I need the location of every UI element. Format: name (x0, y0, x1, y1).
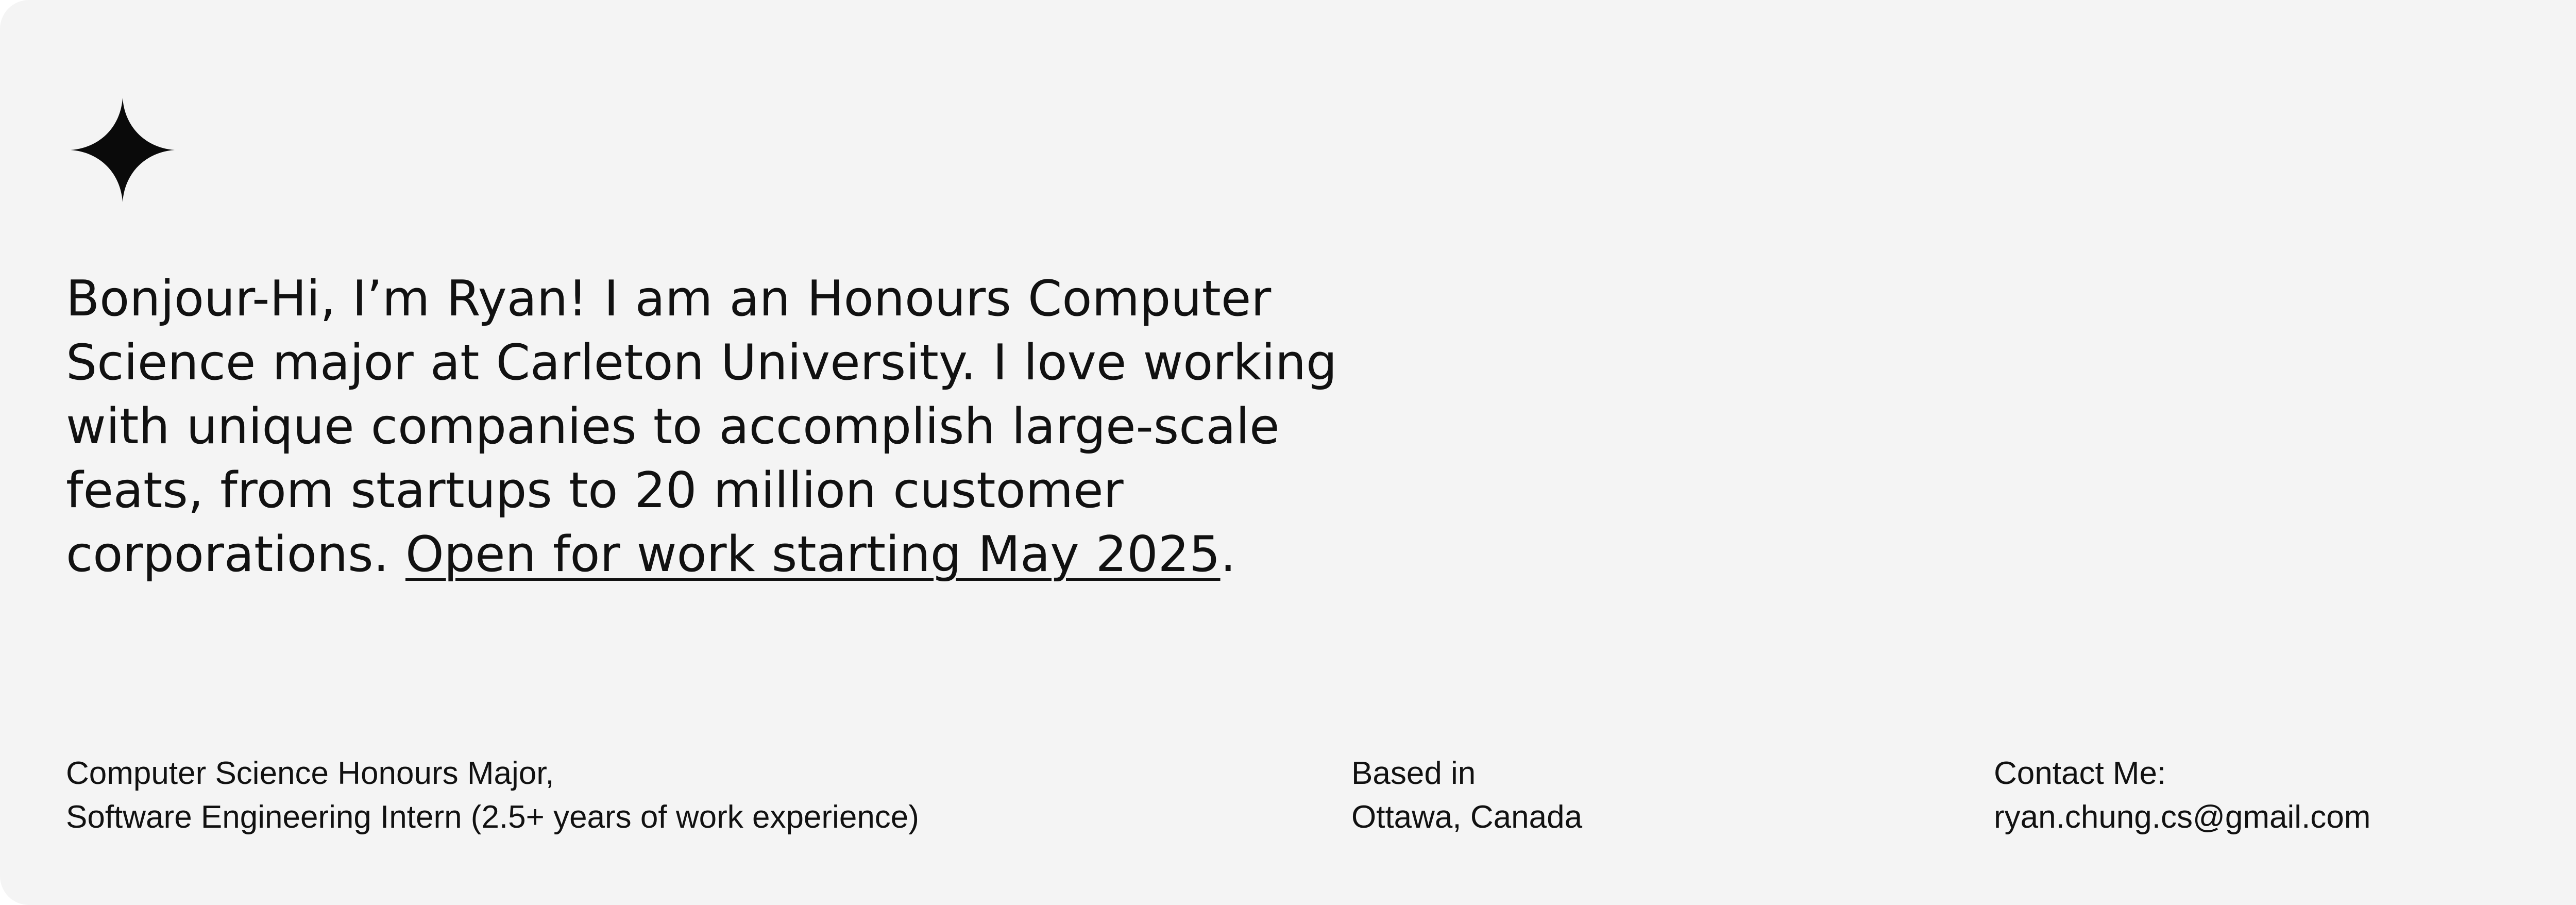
role-line-major: Computer Science Honours Major, (66, 756, 554, 791)
location-info: Based in Ottawa, Canada (1351, 751, 1582, 839)
location-value: Ottawa, Canada (1351, 799, 1583, 835)
role-line-intern: Software Engineering Intern (2.5+ years … (66, 799, 919, 835)
intro-paragraph: Bonjour-Hi, I’m Ryan! I am an Honours Co… (66, 267, 1354, 586)
location-label: Based in (1351, 756, 1476, 791)
availability-link[interactable]: Open for work starting May 2025 (405, 526, 1221, 583)
contact-email[interactable]: ryan.chung.cs@gmail.com (1994, 799, 2371, 835)
contact-label: Contact Me: (1994, 756, 2166, 791)
intro-text: Bonjour-Hi, I’m Ryan! I am an Honours Co… (66, 271, 1337, 583)
four-point-star-icon (71, 98, 175, 202)
intro-period: . (1220, 526, 1236, 583)
contact-info: Contact Me: ryan.chung.cs@gmail.com (1994, 751, 2370, 839)
role-info: Computer Science Honours Major, Software… (66, 751, 919, 839)
